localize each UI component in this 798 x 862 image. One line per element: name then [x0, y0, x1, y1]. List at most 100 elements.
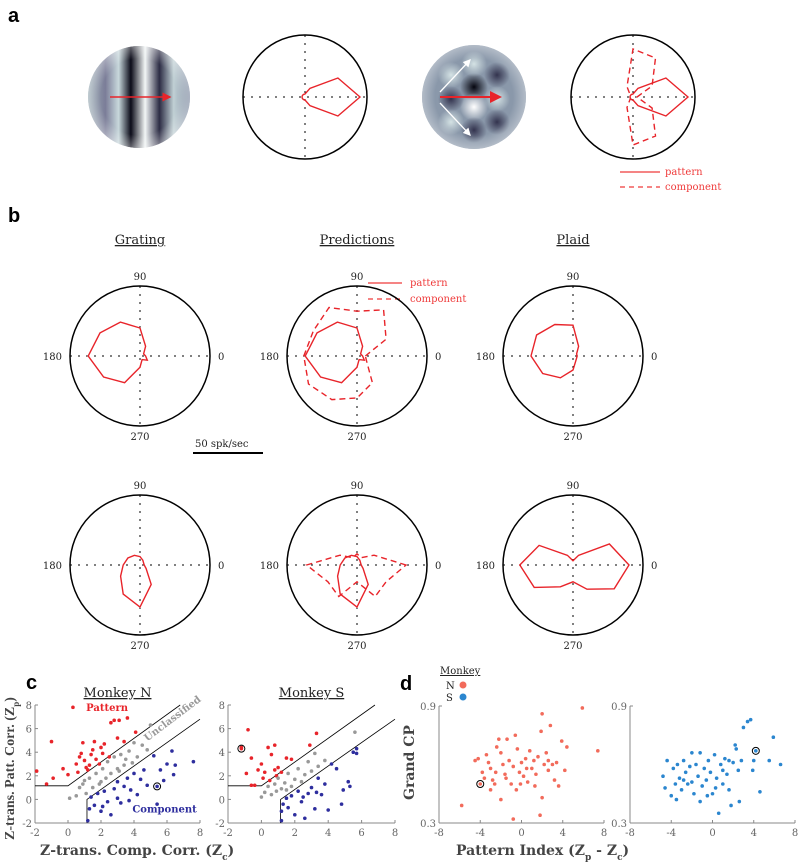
angle-label-right: 0 — [435, 561, 441, 572]
data-point-component — [354, 751, 359, 756]
data-point-component — [158, 768, 163, 772]
data-point — [536, 754, 540, 759]
data-point-unclassified — [109, 771, 113, 776]
polar-plot: 90 270 180 0 Predictions — [260, 233, 441, 443]
panel-d-legend: Monkey N S — [440, 666, 481, 704]
data-point-pattern — [133, 730, 138, 734]
data-point-component — [316, 776, 320, 780]
annotation-unclassified: Unclassified — [142, 694, 203, 744]
data-point-pattern — [51, 776, 55, 780]
polar-plot — [242, 34, 368, 160]
data-point — [511, 817, 516, 821]
data-point-unclassified — [140, 743, 145, 747]
data-point-unclassified — [87, 776, 92, 780]
data-point-pattern — [276, 765, 280, 770]
y-tick-label: 6 — [219, 725, 225, 736]
data-point — [758, 790, 762, 794]
data-point-unclassified — [94, 771, 98, 776]
highlighted-point — [751, 746, 760, 755]
panel-label-b: b — [8, 205, 20, 227]
data-point-component — [348, 784, 352, 789]
data-point — [488, 766, 493, 771]
data-point-component — [284, 796, 289, 801]
polar-plot: 90 270 180 0 — [260, 481, 441, 652]
data-point-component — [165, 762, 169, 766]
y-tick-label: 0.3 — [420, 819, 436, 830]
data-point-pattern — [107, 755, 112, 759]
pattern-boundary — [228, 704, 376, 787]
data-point-unclassified — [105, 759, 110, 764]
data-point-pattern — [256, 768, 260, 772]
grating-stimulus — [88, 46, 190, 148]
y-tick-label: 0 — [219, 795, 225, 806]
data-point — [727, 788, 731, 792]
data-point — [490, 778, 495, 782]
data-point-unclassified — [122, 763, 126, 767]
data-point-unclassified — [262, 790, 267, 795]
data-point-pattern — [249, 783, 254, 788]
data-point — [679, 788, 684, 792]
data-point-unclassified — [82, 778, 87, 783]
y-tick-label: 6 — [26, 725, 32, 736]
data-point — [736, 768, 741, 773]
x-tick-label: 4 — [560, 828, 566, 839]
x-tick-label: 8 — [197, 828, 203, 839]
polar-plot: 90 270 180 0 Grating — [43, 233, 224, 443]
data-point-component — [122, 784, 126, 789]
scatter-plot: -2 0 2 4 6 8 -2 0 2 4 6 8 Monkey N Pattern Unclassifie… — [22, 686, 203, 839]
data-point-pattern — [100, 751, 105, 756]
y-tick-label: -2 — [22, 819, 32, 830]
data-point-pattern — [94, 757, 98, 762]
scatter-plot: -8 -4 0 4 8 0.3 0.9 — [420, 702, 607, 839]
data-point — [661, 774, 665, 778]
data-point — [488, 788, 493, 792]
data-point — [705, 793, 710, 798]
data-point — [505, 737, 509, 741]
data-point-component — [119, 801, 123, 805]
data-point-pattern — [314, 731, 319, 736]
component-boundary — [280, 718, 396, 823]
highlighted-point-fill — [754, 749, 758, 753]
data-point — [539, 729, 543, 734]
data-point-unclassified — [84, 791, 88, 796]
data-point-unclassified — [259, 795, 264, 799]
data-point-component — [99, 809, 103, 813]
data-point — [493, 770, 498, 775]
data-point — [517, 770, 522, 775]
data-point-component — [319, 792, 324, 797]
data-point-component — [127, 798, 131, 803]
data-point — [681, 778, 686, 782]
data-point-pattern — [115, 736, 120, 740]
data-point — [721, 768, 725, 773]
data-point — [683, 770, 688, 775]
data-point — [596, 749, 600, 753]
data-point-pattern — [71, 705, 75, 710]
data-point — [509, 782, 513, 786]
y-tick-label: -2 — [215, 819, 225, 830]
data-point — [702, 766, 707, 771]
highlighted-point-fill — [155, 784, 159, 789]
panel-label-d: d — [400, 673, 412, 695]
data-point-component — [281, 802, 285, 806]
component-arrow-icon — [439, 59, 471, 93]
data-point — [714, 776, 719, 780]
data-point — [708, 770, 713, 775]
x-tick-label: -2 — [30, 828, 40, 839]
data-point-component — [286, 805, 290, 810]
data-point-component — [323, 782, 327, 786]
data-point — [476, 756, 480, 761]
data-point — [552, 778, 557, 782]
data-point-pattern — [74, 762, 79, 766]
angle-label-up: 90 — [567, 272, 580, 283]
angle-label-right: 0 — [651, 561, 657, 572]
x-tick-label: -2 — [223, 828, 233, 839]
y-tick-label: 4 — [26, 748, 32, 759]
data-point — [503, 772, 507, 777]
data-point-unclassified — [104, 776, 108, 780]
data-point — [767, 758, 772, 763]
data-point-pattern — [44, 782, 49, 786]
data-point — [694, 762, 698, 767]
data-point-pattern — [272, 768, 277, 772]
data-point-component — [334, 766, 339, 771]
data-point — [497, 737, 501, 741]
